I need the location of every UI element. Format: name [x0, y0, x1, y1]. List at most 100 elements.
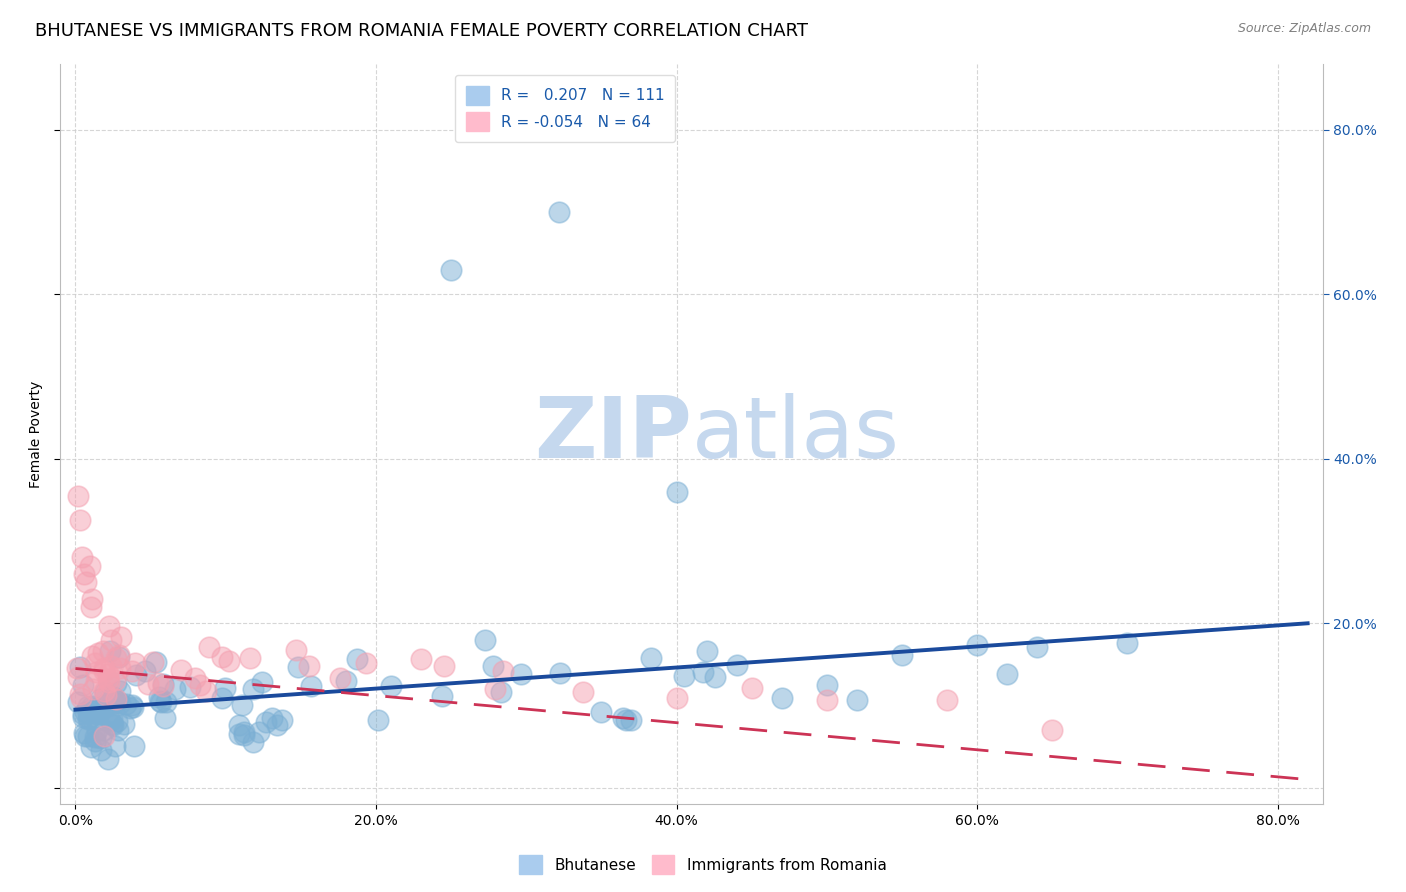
Point	[489, 685, 512, 699]
Point	[433, 658, 456, 673]
Point	[75, 575, 97, 590]
Point	[298, 659, 321, 673]
Point	[620, 713, 643, 727]
Point	[121, 664, 143, 678]
Point	[108, 683, 131, 698]
Point	[101, 718, 124, 732]
Point	[94, 685, 117, 699]
Point	[665, 484, 688, 499]
Point	[231, 698, 253, 712]
Point	[67, 695, 90, 709]
Point	[69, 687, 91, 701]
Point	[70, 550, 93, 565]
Point	[145, 656, 167, 670]
Point	[211, 691, 233, 706]
Point	[509, 667, 531, 681]
Point	[218, 655, 240, 669]
Point	[134, 664, 156, 678]
Point	[188, 678, 211, 692]
Point	[409, 652, 432, 666]
Point	[90, 731, 112, 746]
Point	[115, 697, 138, 711]
Point	[66, 669, 89, 683]
Point	[492, 664, 515, 678]
Point	[76, 698, 98, 713]
Point	[93, 729, 115, 743]
Point	[482, 659, 505, 673]
Point	[1040, 723, 1063, 738]
Point	[703, 670, 725, 684]
Point	[271, 713, 294, 727]
Point	[97, 619, 120, 633]
Point	[96, 699, 118, 714]
Point	[179, 680, 201, 694]
Point	[367, 714, 389, 728]
Point	[612, 711, 634, 725]
Point	[118, 700, 141, 714]
Point	[673, 668, 696, 682]
Point	[329, 671, 352, 685]
Point	[77, 729, 100, 743]
Point	[845, 693, 868, 707]
Point	[108, 648, 131, 662]
Point	[105, 650, 128, 665]
Point	[72, 710, 94, 724]
Point	[995, 667, 1018, 681]
Point	[83, 656, 105, 670]
Point	[148, 690, 170, 704]
Point	[149, 694, 172, 708]
Point	[79, 558, 101, 573]
Point	[94, 698, 117, 712]
Point	[108, 697, 131, 711]
Point	[86, 714, 108, 728]
Point	[77, 711, 100, 725]
Point	[214, 681, 236, 695]
Point	[104, 675, 127, 690]
Point	[83, 734, 105, 748]
Point	[93, 644, 115, 658]
Point	[232, 728, 254, 742]
Point	[890, 648, 912, 663]
Point	[239, 651, 262, 665]
Point	[228, 718, 250, 732]
Point	[97, 752, 120, 766]
Point	[80, 591, 103, 606]
Point	[104, 673, 127, 688]
Point	[484, 682, 506, 697]
Text: Source: ZipAtlas.com: Source: ZipAtlas.com	[1237, 22, 1371, 36]
Point	[439, 262, 461, 277]
Point	[138, 677, 160, 691]
Point	[103, 690, 125, 704]
Text: ZIP: ZIP	[534, 392, 692, 475]
Point	[725, 658, 748, 673]
Point	[100, 712, 122, 726]
Point	[107, 723, 129, 738]
Point	[380, 679, 402, 693]
Point	[142, 655, 165, 669]
Point	[93, 683, 115, 698]
Point	[550, 666, 572, 681]
Point	[589, 705, 612, 719]
Point	[80, 740, 103, 755]
Point	[72, 707, 94, 722]
Point	[89, 692, 111, 706]
Point	[110, 630, 132, 644]
Point	[84, 674, 107, 689]
Point	[73, 726, 96, 740]
Point	[69, 514, 91, 528]
Point	[155, 695, 177, 709]
Point	[104, 739, 127, 753]
Point	[98, 713, 121, 727]
Point	[211, 649, 233, 664]
Point	[104, 696, 127, 710]
Point	[692, 665, 714, 680]
Point	[67, 489, 90, 503]
Point	[82, 682, 104, 697]
Point	[815, 693, 838, 707]
Point	[87, 701, 110, 715]
Point	[242, 682, 264, 697]
Point	[936, 693, 959, 707]
Point	[97, 672, 120, 686]
Point	[75, 729, 97, 743]
Point	[152, 677, 174, 691]
